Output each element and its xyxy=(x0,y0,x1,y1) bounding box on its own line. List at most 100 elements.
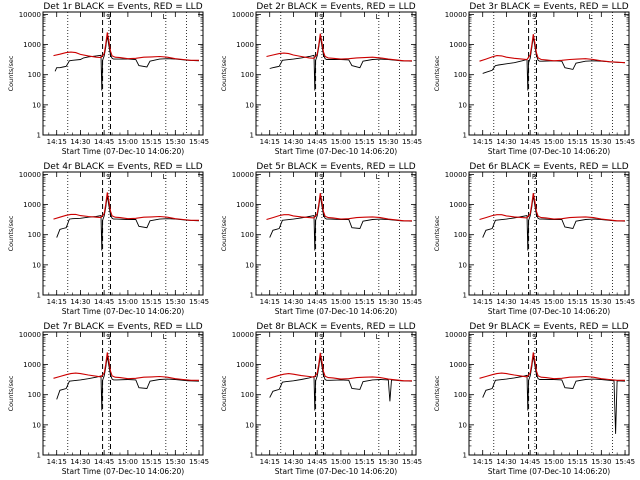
marker-label: S xyxy=(106,173,111,181)
x-tick-label: 15:15 xyxy=(568,298,588,306)
x-tick-label: 15:45 xyxy=(189,138,209,146)
plot-frame xyxy=(468,331,630,456)
x-tick-label: 15:15 xyxy=(142,458,162,466)
chart-title: Det 8r BLACK = Events, RED = LLD xyxy=(256,322,415,332)
y-tick-label: 1000 xyxy=(236,201,254,209)
y-tick-label: 10 xyxy=(245,101,254,109)
marker-label: L xyxy=(376,173,380,181)
y-tick-label: 10 xyxy=(32,101,41,109)
x-axis-label: Start Time (07-Dec-10 14:06:20) xyxy=(488,147,610,156)
marker-label: L xyxy=(589,13,593,21)
y-tick-label: 1 xyxy=(463,132,467,140)
x-tick-label: 15:45 xyxy=(402,458,422,466)
series-events xyxy=(482,355,626,434)
series-events xyxy=(482,195,626,251)
y-tick-label: 10000 xyxy=(232,331,254,339)
y-axis-label: Counts/sec xyxy=(433,375,441,411)
marker-label: L xyxy=(163,333,167,341)
plot-frame xyxy=(468,171,630,296)
y-tick-label: 100 xyxy=(28,391,41,399)
y-tick-label: 10000 xyxy=(445,331,467,339)
marker-label: S xyxy=(106,13,111,21)
y-tick-label: 1 xyxy=(250,292,254,300)
series-events xyxy=(482,36,626,91)
marker-label: L xyxy=(376,333,380,341)
plot-frame xyxy=(255,331,417,456)
marker-label: R xyxy=(532,173,537,181)
x-tick-label: 14:15 xyxy=(473,138,493,146)
y-tick-label: 10000 xyxy=(232,171,254,179)
x-tick-label: 14:45 xyxy=(307,298,327,306)
marker-label: L xyxy=(376,13,380,21)
series-events xyxy=(269,36,413,91)
x-tick-label: 15:00 xyxy=(544,458,564,466)
plot-frame xyxy=(255,11,417,136)
y-tick-label: 10000 xyxy=(19,171,41,179)
x-tick-label: 15:15 xyxy=(355,138,375,146)
series-lld xyxy=(53,32,199,61)
x-tick-label: 15:45 xyxy=(615,458,635,466)
y-tick-label: 100 xyxy=(454,231,467,239)
y-tick-label: 10 xyxy=(458,421,467,429)
marker-label: S xyxy=(319,173,324,181)
series-lld xyxy=(479,352,625,381)
x-tick-label: 14:30 xyxy=(283,458,303,466)
y-axis-label: Counts/sec xyxy=(7,55,15,91)
y-tick-label: 1000 xyxy=(449,201,467,209)
series-lld xyxy=(53,352,199,381)
x-tick-label: 15:45 xyxy=(189,458,209,466)
series-events xyxy=(269,195,413,251)
x-axis-label: Start Time (07-Dec-10 14:06:20) xyxy=(62,147,184,156)
plot-frame xyxy=(468,11,630,136)
chart-title: Det 7r BLACK = Events, RED = LLD xyxy=(43,322,202,332)
series-lld xyxy=(266,352,412,382)
y-tick-label: 100 xyxy=(241,231,254,239)
x-tick-label: 14:15 xyxy=(47,138,67,146)
y-tick-label: 10 xyxy=(245,261,254,269)
x-tick-label: 14:15 xyxy=(473,298,493,306)
plot-frame xyxy=(42,11,204,136)
series-lld xyxy=(266,33,412,62)
x-tick-label: 15:00 xyxy=(331,138,351,146)
y-tick-label: 10000 xyxy=(445,171,467,179)
x-tick-label: 14:45 xyxy=(94,458,114,466)
x-tick-label: 14:45 xyxy=(307,458,327,466)
x-tick-label: 14:15 xyxy=(47,298,67,306)
x-axis-label: Start Time (07-Dec-10 14:06:20) xyxy=(275,467,397,476)
x-tick-label: 15:00 xyxy=(118,458,138,466)
y-tick-label: 100 xyxy=(241,391,254,399)
x-tick-label: 14:45 xyxy=(520,138,540,146)
x-tick-label: 14:30 xyxy=(70,458,90,466)
x-tick-label: 14:15 xyxy=(473,458,493,466)
plot-frame xyxy=(255,171,417,296)
y-tick-label: 10 xyxy=(32,261,41,269)
x-tick-label: 15:30 xyxy=(591,138,611,146)
x-tick-label: 14:45 xyxy=(307,138,327,146)
chart-title: Det 4r BLACK = Events, RED = LLD xyxy=(43,162,202,172)
y-tick-label: 100 xyxy=(454,391,467,399)
y-axis-label: Counts/sec xyxy=(220,55,228,91)
y-tick-label: 1000 xyxy=(23,201,41,209)
x-tick-label: 15:45 xyxy=(615,138,635,146)
y-tick-label: 1 xyxy=(37,292,41,300)
x-tick-label: 14:15 xyxy=(260,298,280,306)
y-tick-label: 1000 xyxy=(236,361,254,369)
marker-label: S xyxy=(532,333,537,341)
x-tick-label: 14:45 xyxy=(94,138,114,146)
x-tick-label: 15:45 xyxy=(189,298,209,306)
y-tick-label: 1 xyxy=(37,452,41,460)
series-events xyxy=(56,195,200,251)
y-tick-label: 100 xyxy=(241,71,254,79)
y-tick-label: 100 xyxy=(454,71,467,79)
y-tick-label: 1000 xyxy=(236,41,254,49)
series-events xyxy=(56,356,200,411)
x-tick-label: 15:00 xyxy=(544,138,564,146)
